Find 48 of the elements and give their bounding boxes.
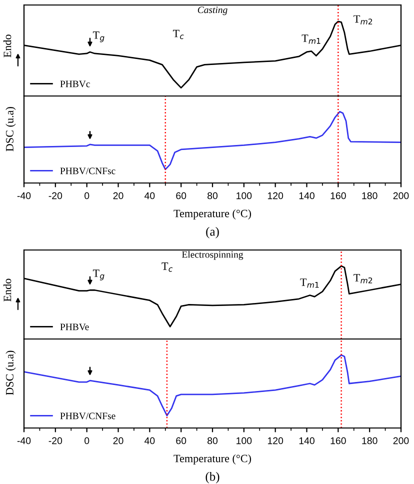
x-tick-label: 140 (299, 437, 314, 444)
x-tick-label: 0 (84, 192, 90, 200)
x-tick-label: 100 (236, 437, 252, 444)
annotation: T$_{m1}$ (300, 278, 319, 288)
x-tick-label: 100 (236, 192, 252, 200)
legend-label: PHBV/CNFse (60, 412, 116, 420)
legend-label: PHBVe (60, 324, 89, 330)
chart-title: Electrospinning (182, 250, 244, 260)
legend-label: PHBV/CNFsc (60, 168, 116, 174)
x-tick-label: 180 (362, 437, 378, 444)
text: (a) (206, 227, 219, 238)
text: (b) (206, 472, 220, 484)
annotation: T$_{g}$ (92, 31, 104, 42)
annotation: T$_{c}$ (172, 30, 184, 40)
y-axis-title: Endo (3, 34, 12, 58)
x-tick-label: 40 (144, 437, 155, 444)
x-tick-label: 0 (84, 437, 90, 444)
annotation: T$_{c}$ (162, 262, 173, 272)
y-axis-title: DSC (u.a) (6, 350, 16, 396)
annotation: T$_{m1}$ (302, 34, 320, 44)
x-tick-label: 140 (299, 192, 314, 200)
y-axis-title: Endo (3, 278, 12, 302)
x-tick-label: -20 (48, 192, 62, 200)
annotation: T$_{g}$ (92, 270, 104, 280)
y-axis-title: DSC (u.a) (6, 107, 16, 152)
annotation: T$_{m2}$ (354, 274, 372, 284)
x-tick-label: -20 (48, 437, 62, 444)
x-tick-label: -40 (17, 437, 31, 444)
x-tick-label: 80 (208, 437, 218, 444)
x-tick-label: 80 (208, 192, 218, 200)
x-tick-label: 200 (393, 437, 409, 444)
x-tick-label: 180 (362, 192, 378, 200)
chart-title: Casting (198, 6, 228, 16)
x-tick-label: 160 (330, 437, 346, 444)
x-tick-label: 120 (268, 192, 284, 200)
x-axis-title: Temperature (°C) (174, 454, 252, 464)
x-tick-label: 60 (176, 192, 186, 200)
x-tick-label: 200 (393, 192, 409, 200)
annotation: T$_{m2}$ (354, 15, 372, 24)
x-tick-label: 160 (330, 192, 346, 200)
legend-label: PHBVc (60, 80, 90, 88)
x-tick-label: 120 (268, 437, 284, 444)
x-tick-label: -40 (17, 192, 31, 200)
x-tick-label: 40 (144, 192, 155, 200)
x-tick-label: 60 (176, 437, 186, 444)
x-tick-label: 20 (113, 192, 124, 200)
x-tick-label: 20 (113, 437, 124, 444)
x-axis-title: Temperature (°C) (174, 209, 252, 220)
